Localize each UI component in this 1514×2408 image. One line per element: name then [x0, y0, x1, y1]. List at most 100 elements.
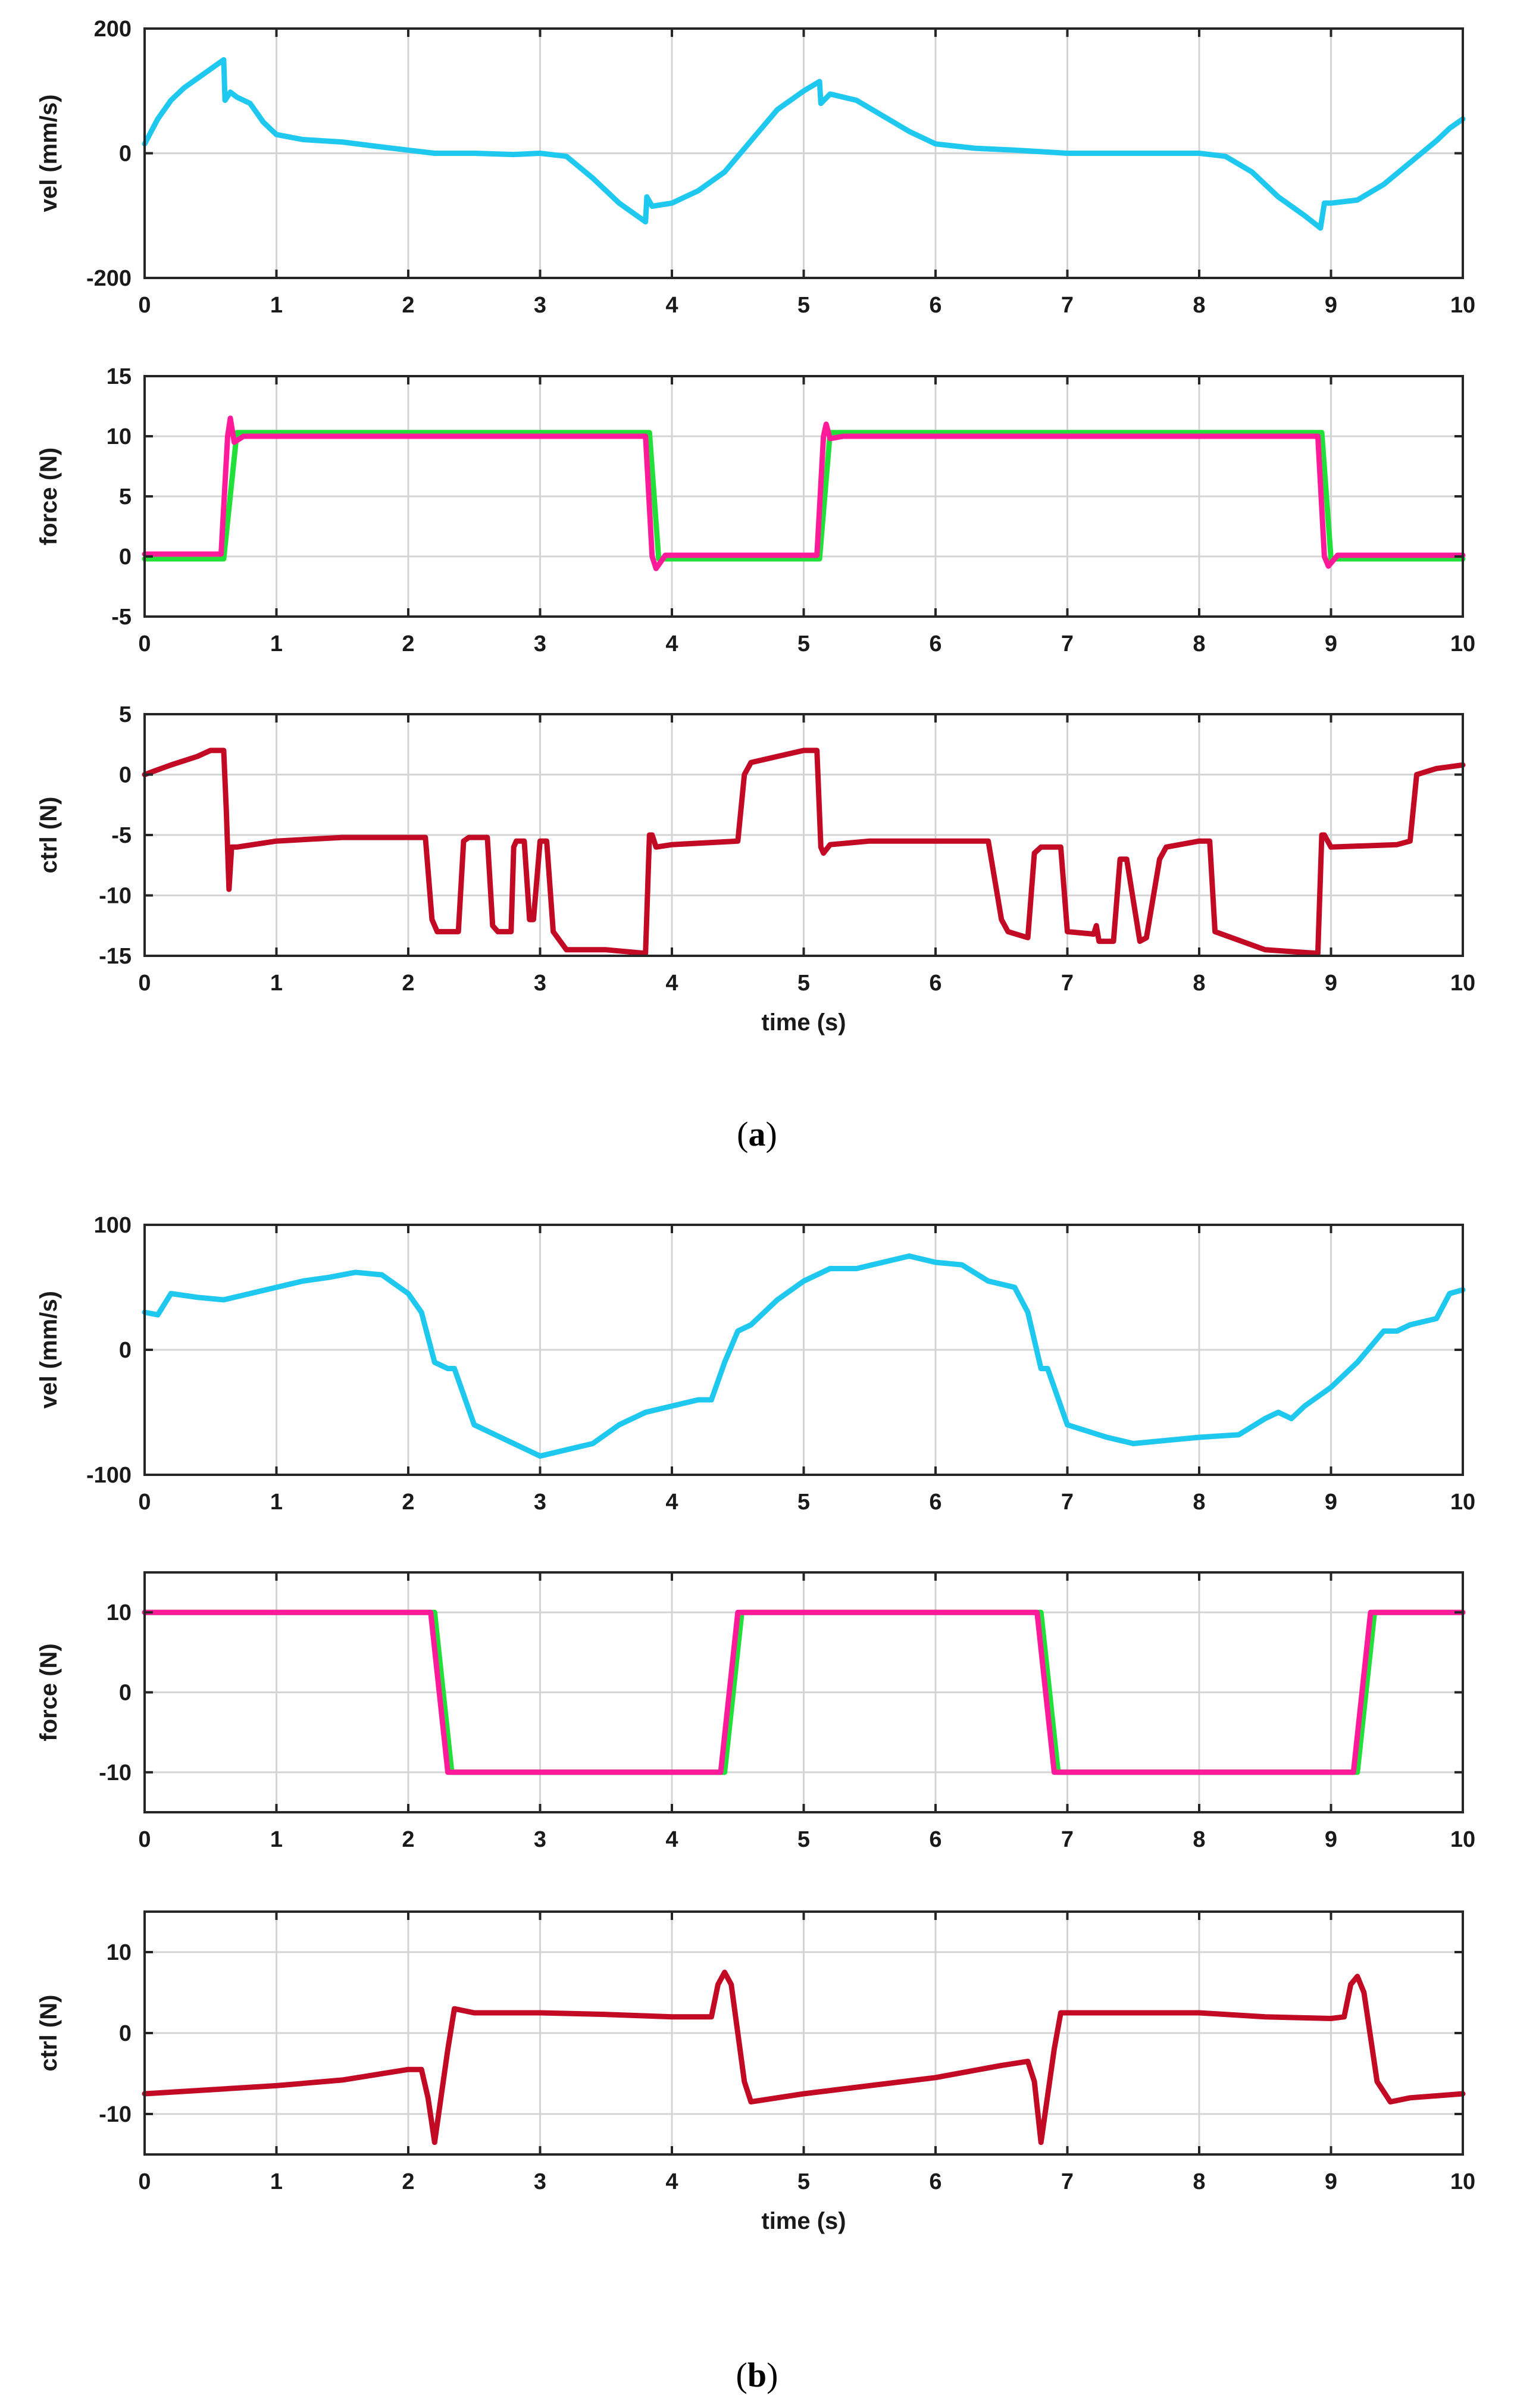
y-tick-label: 0	[119, 763, 132, 788]
x-tick-label: 0	[138, 293, 151, 318]
subplot-b-5: 0 1 2 3 4 5 6 7 8 9 10 -10 0 10 ctrl (N) time (s)	[36, 1910, 1475, 2234]
x-tick-label: 10	[1450, 2169, 1475, 2194]
x-tick-label: 9	[1325, 293, 1337, 318]
y-tick-label: 10	[107, 424, 132, 449]
x-tick-label: 1	[270, 293, 283, 318]
series-line-vel	[142, 1253, 1466, 1459]
series-line-ctrl	[142, 1969, 1466, 2146]
x-tick-label: 6	[929, 631, 941, 656]
x-tick-label: 0	[138, 1490, 151, 1515]
x-tick-label: 4	[665, 1827, 678, 1852]
y-tick-label: -10	[99, 884, 132, 909]
x-tick-label: 4	[665, 631, 678, 656]
x-tick-label: 9	[1325, 1827, 1337, 1852]
y-tick-label: 0	[119, 545, 132, 570]
x-tick-label: 4	[665, 1490, 678, 1515]
x-tick-label: 4	[665, 971, 678, 996]
x-tick-label: 7	[1061, 1827, 1074, 1852]
x-tick-label: 7	[1061, 293, 1074, 318]
x-tick-label: 3	[534, 293, 546, 318]
subplot-a-2: 0 1 2 3 4 5 6 7 8 9 10 -15 -10 -5 0 5 ctrl (N) time (s)	[36, 702, 1475, 1036]
x-tick-label: 5	[797, 293, 810, 318]
x-tick-label: 2	[402, 631, 414, 656]
y-tick-label: -10	[99, 1760, 132, 1785]
y-tick-label: -15	[99, 944, 132, 969]
x-tick-label: 6	[929, 1827, 941, 1852]
x-tick-label: 8	[1193, 631, 1205, 656]
x-tick-label: 9	[1325, 2169, 1337, 2194]
x-tick-label: 8	[1193, 971, 1205, 996]
x-tick-label: 6	[929, 293, 941, 318]
x-tick-label: 7	[1061, 631, 1074, 656]
y-tick-label: 0	[119, 142, 132, 167]
x-axis-label: time (s)	[761, 2208, 846, 2234]
x-tick-label: 1	[270, 971, 283, 996]
x-tick-label: 5	[797, 971, 810, 996]
caption-b: (b)	[736, 2356, 778, 2394]
x-tick-label: 3	[534, 971, 546, 996]
x-tick-label: 9	[1325, 1490, 1337, 1515]
y-axis-label: ctrl (N)	[36, 797, 62, 874]
x-tick-label: 1	[270, 2169, 283, 2194]
x-tick-label: 3	[534, 2169, 546, 2194]
y-tick-label: 0	[119, 2021, 132, 2046]
y-axis-label: force (N)	[36, 448, 62, 545]
y-tick-label: -10	[99, 2102, 132, 2127]
subplot-b-4: 0 1 2 3 4 5 6 7 8 9 10 -10 0 10 force (N)	[36, 1571, 1475, 1852]
y-tick-label: 10	[107, 1940, 132, 1965]
x-tick-label: 8	[1193, 2169, 1205, 2194]
x-tick-label: 7	[1061, 2169, 1074, 2194]
y-tick-label: 0	[119, 1681, 132, 1706]
y-tick-label: 10	[107, 1600, 132, 1625]
y-tick-label: -100	[86, 1463, 132, 1488]
x-tick-label: 5	[797, 2169, 810, 2194]
x-tick-label: 7	[1061, 1490, 1074, 1515]
y-tick-label: -5	[111, 605, 132, 630]
x-tick-label: 1	[270, 631, 283, 656]
x-tick-label: 4	[665, 2169, 678, 2194]
x-tick-label: 10	[1450, 631, 1475, 656]
x-tick-label: 1	[270, 1827, 283, 1852]
series-line-measured	[142, 415, 1466, 571]
x-tick-label: 2	[402, 971, 414, 996]
x-tick-label: 10	[1450, 1827, 1475, 1852]
y-tick-label: -5	[111, 823, 132, 848]
series-line-measured	[142, 1609, 1466, 1775]
x-tick-label: 8	[1193, 1827, 1205, 1852]
x-tick-label: 5	[797, 1827, 810, 1852]
x-tick-label: 0	[138, 2169, 151, 2194]
caption-a: (a)	[737, 1115, 777, 1153]
x-tick-label: 2	[402, 1827, 414, 1852]
x-tick-label: 6	[929, 2169, 941, 2194]
x-tick-label: 3	[534, 1827, 546, 1852]
y-tick-label: 0	[119, 1338, 132, 1363]
x-axis-label: time (s)	[761, 1009, 846, 1036]
x-tick-label: 0	[138, 971, 151, 996]
x-tick-label: 4	[665, 293, 678, 318]
x-tick-label: 2	[402, 2169, 414, 2194]
y-axis-label: vel (mm/s)	[36, 95, 62, 212]
x-tick-label: 0	[138, 631, 151, 656]
x-tick-label: 10	[1450, 971, 1475, 996]
x-tick-label: 9	[1325, 971, 1337, 996]
x-tick-label: 3	[534, 631, 546, 656]
x-tick-label: 10	[1450, 1490, 1475, 1515]
y-axis-label: ctrl (N)	[36, 1995, 62, 2072]
series-line-ctrl	[142, 748, 1466, 956]
series-line-reference	[142, 430, 1466, 562]
x-tick-label: 1	[270, 1490, 283, 1515]
x-tick-label: 0	[138, 1827, 151, 1852]
x-tick-label: 3	[534, 1490, 546, 1515]
x-tick-label: 7	[1061, 971, 1074, 996]
y-tick-label: 100	[94, 1213, 132, 1238]
x-tick-label: 5	[797, 1490, 810, 1515]
x-tick-label: 5	[797, 631, 810, 656]
x-tick-label: 8	[1193, 1490, 1205, 1515]
y-tick-label: 5	[119, 484, 132, 509]
